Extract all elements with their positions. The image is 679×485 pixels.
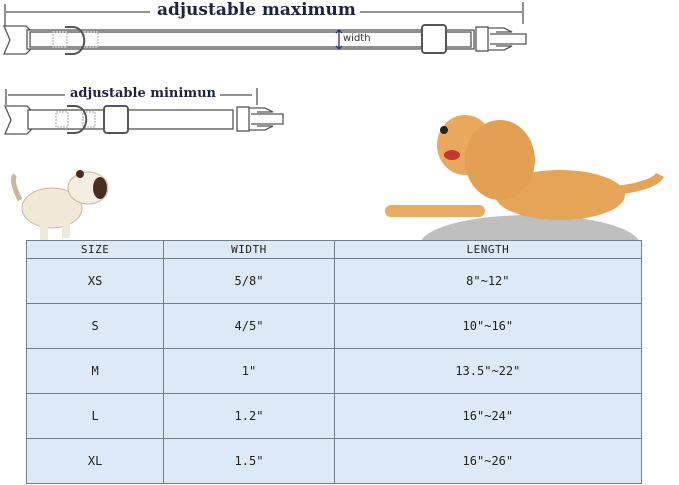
size-cell: XL	[25, 438, 165, 484]
table-header-row: SIZE WIDTH LENGTH	[25, 240, 643, 259]
collar-min-drawing	[4, 88, 284, 135]
header-length: LENGTH	[333, 240, 643, 259]
width-cell: 5/8"	[163, 258, 335, 304]
size-cell: XS	[25, 258, 165, 304]
length-cell: 16"~24"	[333, 393, 643, 439]
header-width: WIDTH	[163, 240, 335, 259]
table-row: S 4/5" 10"~16"	[25, 303, 643, 349]
width-cell: 1"	[163, 348, 335, 394]
width-cell: 1.2"	[163, 393, 335, 439]
puppy-illustration	[10, 170, 109, 240]
table-row: M 1" 13.5"~22"	[25, 348, 643, 394]
width-cell: 4/5"	[163, 303, 335, 349]
collar-max-drawing	[3, 2, 527, 55]
width-label: width	[343, 33, 371, 44]
length-cell: 10"~16"	[333, 303, 643, 349]
length-cell: 13.5"~22"	[333, 348, 643, 394]
size-cell: L	[25, 393, 165, 439]
adjustable-minimum-label: adjustable minimun	[66, 86, 220, 101]
table-row: XL 1.5" 16"~26"	[25, 438, 643, 484]
size-cell: M	[25, 348, 165, 394]
size-cell: S	[25, 303, 165, 349]
size-table: SIZE WIDTH LENGTH XS 5/8" 8"~12" S 4/5" 10"~…	[25, 240, 643, 484]
table-row: L 1.2" 16"~24"	[25, 393, 643, 439]
width-cell: 1.5"	[163, 438, 335, 484]
length-cell: 8"~12"	[333, 258, 643, 304]
header-size: SIZE	[25, 240, 165, 259]
length-cell: 16"~26"	[333, 438, 643, 484]
adjustable-maximum-label: adjustable maximum	[153, 0, 360, 20]
table-row: XS 5/8" 8"~12"	[25, 258, 643, 304]
